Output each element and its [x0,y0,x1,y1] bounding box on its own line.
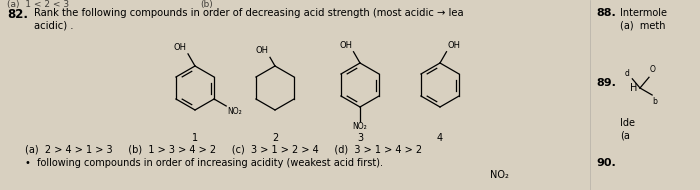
Text: d: d [624,69,629,78]
Text: 88.: 88. [596,8,616,18]
Text: NO₂: NO₂ [228,107,242,116]
Text: H: H [629,83,637,93]
Text: NO₂: NO₂ [490,170,509,180]
Text: (a)  meth: (a) meth [620,20,666,30]
Text: NO₂: NO₂ [353,122,368,131]
Text: 3: 3 [357,133,363,143]
Text: 1: 1 [192,133,198,143]
Text: OH: OH [173,43,186,52]
Text: 89.: 89. [596,78,616,88]
Text: OH: OH [256,46,269,55]
Text: OH: OH [447,41,461,50]
Text: 4: 4 [437,133,443,143]
Text: (a)  2 > 4 > 1 > 3     (b)  1 > 3 > 4 > 2     (c)  3 > 1 > 2 > 4     (d)  3 > 1 : (a) 2 > 4 > 1 > 3 (b) 1 > 3 > 4 > 2 (c) … [25,145,422,155]
Text: acidic) .: acidic) . [34,20,74,30]
Text: O: O [650,65,656,74]
Text: (a)  1 < 2 < 3: (a) 1 < 2 < 3 [7,0,69,9]
Text: Ide: Ide [620,118,635,128]
Text: (b): (b) [200,0,213,9]
Text: •  following compounds in order of increasing acidity (weakest acid first).: • following compounds in order of increa… [25,158,383,168]
Text: 82.: 82. [7,8,28,21]
Text: Intermole: Intermole [620,8,667,18]
Text: 2: 2 [272,133,278,143]
Text: Rank the following compounds in order of decreasing acid strength (most acidic →: Rank the following compounds in order of… [34,8,463,18]
Text: b: b [652,97,657,106]
Text: (a: (a [620,130,630,140]
Text: 90.: 90. [596,158,616,168]
Text: OH: OH [340,41,353,50]
